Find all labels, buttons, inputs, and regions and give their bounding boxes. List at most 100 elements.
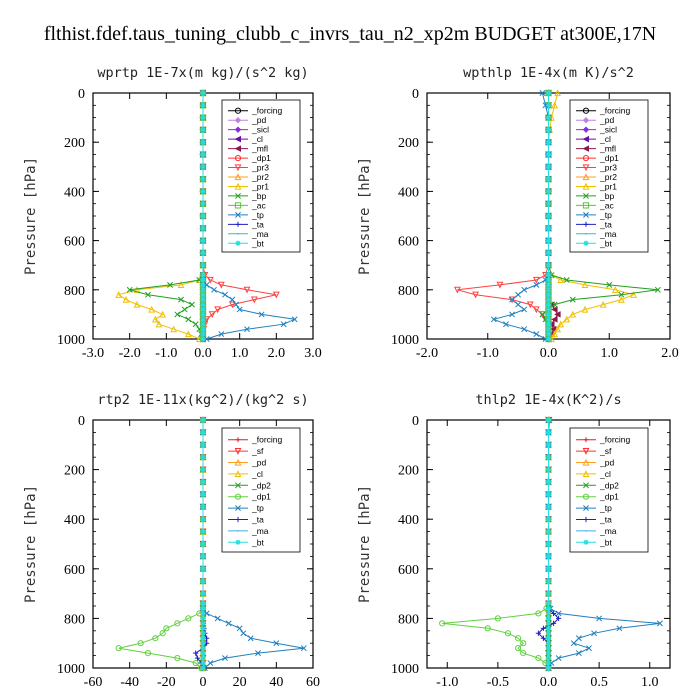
legend-label: _pr1 — [251, 181, 269, 191]
legend-marker — [234, 202, 242, 209]
data-point — [569, 310, 577, 318]
legend-marker — [235, 539, 241, 545]
legend-marker — [234, 145, 241, 152]
data-point — [200, 454, 206, 460]
x-tick-label: 2.0 — [661, 346, 679, 361]
legend-marker — [585, 233, 587, 235]
data-point — [200, 272, 206, 278]
data-point — [484, 625, 491, 632]
y-tick-label: 600 — [398, 563, 419, 578]
y-tick-label: 800 — [64, 612, 85, 627]
data-point — [540, 625, 547, 631]
legend-label: _pd — [599, 458, 614, 468]
data-point — [545, 316, 552, 322]
x-tick-label: -40 — [120, 675, 139, 690]
y-tick-label: 600 — [64, 563, 85, 578]
data-point — [545, 625, 552, 631]
legend-marker — [237, 530, 239, 532]
data-point — [545, 650, 552, 656]
series-bt — [545, 417, 552, 671]
data-point — [545, 336, 552, 342]
data-point — [233, 301, 239, 308]
data-point — [545, 90, 552, 96]
data-point — [214, 615, 221, 622]
legend-marker — [583, 221, 589, 227]
legend-label: _bt — [599, 537, 612, 547]
data-point — [184, 330, 192, 338]
data-point — [611, 286, 619, 293]
data-point — [654, 286, 661, 293]
data-point — [509, 311, 516, 318]
data-point — [272, 291, 280, 299]
legend-label: _cl — [251, 469, 263, 479]
data-point — [185, 615, 192, 622]
data-point — [563, 315, 571, 323]
data-point — [133, 286, 141, 293]
data-point — [551, 316, 558, 323]
data-point — [200, 201, 206, 207]
data-point — [200, 610, 206, 617]
data-point — [591, 630, 598, 637]
data-point — [617, 295, 625, 303]
data-point — [200, 225, 206, 231]
data-point — [236, 306, 243, 313]
legend-marker — [583, 437, 589, 443]
legend-marker — [234, 458, 242, 466]
series-dp1 — [115, 416, 207, 672]
data-point — [206, 276, 214, 284]
legend-label: _forcing — [251, 106, 283, 116]
x-tick-label: -2.0 — [416, 346, 438, 361]
data-point — [551, 101, 558, 109]
data-point — [545, 610, 552, 617]
y-tick-label: 800 — [64, 284, 85, 299]
y-tick-label: 0 — [78, 87, 85, 102]
legend-marker — [235, 505, 241, 512]
legend-marker — [582, 135, 589, 143]
data-point — [545, 331, 552, 337]
data-point — [545, 250, 552, 256]
data-point — [133, 300, 141, 308]
data-point — [545, 282, 552, 288]
y-tick-label: 400 — [64, 513, 85, 528]
data-point — [192, 659, 199, 667]
y-tick-label: 1000 — [391, 333, 419, 348]
x-tick-label: 0.0 — [540, 675, 558, 690]
legend-label: _ma — [251, 229, 269, 239]
data-point — [244, 326, 250, 333]
data-point — [569, 296, 576, 303]
data-point — [200, 188, 206, 194]
legend-marker — [583, 539, 589, 545]
data-point — [508, 296, 516, 304]
data-point — [521, 326, 528, 333]
data-point — [225, 620, 232, 627]
x-tick-label: -1.0 — [155, 346, 177, 361]
data-point — [618, 291, 625, 298]
data-point — [200, 115, 206, 121]
data-point — [545, 529, 552, 535]
data-point — [539, 311, 546, 319]
data-point — [200, 301, 206, 308]
legend-label: _ma — [599, 229, 617, 239]
legend-marker — [235, 192, 241, 199]
legend-label: _pd — [251, 115, 266, 125]
panel-title: wprtp 1E-7x(m kg)/(s^2 kg) — [97, 65, 308, 81]
data-point — [137, 640, 144, 647]
data-point — [151, 315, 159, 323]
legend-label: _forcing — [599, 435, 631, 445]
data-point — [557, 276, 565, 284]
legend-label: _bt — [251, 238, 264, 248]
data-point — [200, 336, 206, 342]
data-point — [545, 665, 552, 671]
legend-label: _dp1 — [599, 492, 619, 502]
data-point — [200, 176, 206, 182]
data-point — [556, 615, 562, 621]
data-point — [200, 250, 206, 256]
data-point — [494, 615, 501, 622]
y-tick-label: 200 — [398, 136, 419, 151]
data-point — [200, 326, 206, 332]
legend-marker — [582, 107, 590, 114]
legend-label: _ta — [599, 515, 612, 525]
data-point — [200, 429, 206, 435]
data-point — [656, 620, 663, 627]
series-line — [442, 420, 549, 669]
